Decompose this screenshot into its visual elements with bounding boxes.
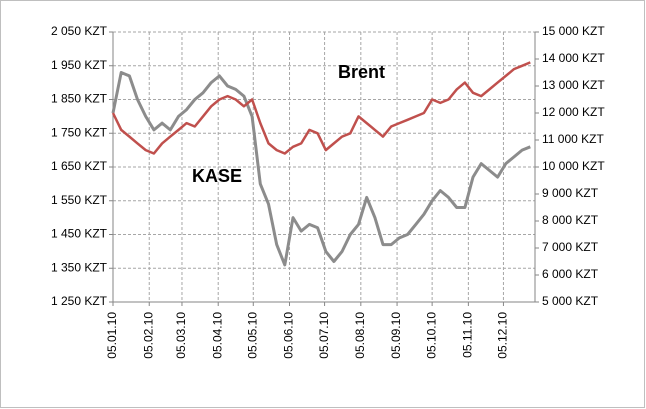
y2-tick-label: 14 000 KZT (542, 51, 605, 65)
y2-tick-label: 13 000 KZT (542, 78, 605, 92)
y-tick-label: 1 350 KZT (51, 260, 108, 274)
series-annotation: KASE (192, 166, 242, 186)
x-tick-label: 05.04.10 (210, 312, 224, 359)
y-tick-label: 1 750 KZT (51, 125, 108, 139)
series-annotation: Brent (338, 62, 385, 82)
x-tick-label: 05.03.10 (174, 312, 188, 359)
y-tick-label: 1 650 KZT (51, 159, 108, 173)
x-tick-label: 05.01.10 (105, 312, 119, 359)
y-tick-label: 1 250 KZT (51, 294, 108, 308)
y-tick-label: 1 450 KZT (51, 227, 108, 241)
x-tick-label: 05.06.10 (282, 312, 296, 359)
y2-tick-label: 10 000 KZT (542, 159, 605, 173)
y2-tick-label: 12 000 KZT (542, 105, 605, 119)
y2-tick-label: 7 000 KZT (542, 240, 599, 254)
y-tick-label: 1 550 KZT (51, 193, 108, 207)
x-tick-label: 05.10.10 (424, 312, 438, 359)
x-tick-label: 05.07.10 (317, 312, 331, 359)
y2-tick-label: 5 000 KZT (542, 294, 599, 308)
y-tick-label: 1 950 KZT (51, 58, 108, 72)
y-tick-label: 2 050 KZT (51, 24, 108, 38)
y2-tick-label: 15 000 KZT (542, 24, 605, 38)
x-tick-label: 05.05.10 (245, 312, 259, 359)
y2-tick-label: 11 000 KZT (542, 132, 604, 146)
series-line (111, 61, 531, 155)
x-tick-label: 05.09.10 (389, 312, 403, 359)
y2-tick-label: 8 000 KZT (542, 213, 599, 227)
x-tick-label: 05.12.10 (496, 312, 510, 359)
x-tick-label: 05.11.10 (461, 312, 475, 358)
y-tick-label: 1 850 KZT (51, 92, 108, 106)
x-tick-label: 05.02.10 (141, 312, 155, 359)
y2-tick-label: 6 000 KZT (542, 267, 599, 281)
x-tick-label: 05.08.10 (353, 312, 367, 359)
y2-tick-label: 9 000 KZT (542, 186, 599, 200)
series-line (111, 71, 531, 267)
